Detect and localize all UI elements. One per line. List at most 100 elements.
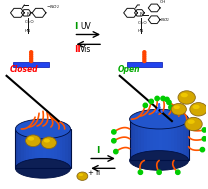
Text: UV: UV	[80, 22, 91, 31]
Circle shape	[30, 53, 33, 56]
Ellipse shape	[178, 91, 195, 104]
Polygon shape	[171, 119, 174, 160]
Polygon shape	[174, 119, 177, 160]
Text: I: I	[74, 22, 78, 31]
Ellipse shape	[130, 109, 189, 129]
Polygon shape	[51, 129, 54, 168]
Polygon shape	[54, 129, 57, 168]
Ellipse shape	[181, 93, 188, 97]
Circle shape	[112, 130, 116, 134]
Polygon shape	[43, 129, 46, 168]
Polygon shape	[18, 129, 21, 168]
Text: Vis: Vis	[80, 45, 92, 54]
Polygon shape	[68, 129, 71, 168]
Polygon shape	[153, 119, 156, 160]
Text: N: N	[140, 12, 143, 17]
Ellipse shape	[171, 103, 186, 115]
Circle shape	[155, 96, 159, 101]
Polygon shape	[127, 62, 162, 67]
Polygon shape	[162, 119, 165, 160]
Polygon shape	[15, 129, 18, 168]
Ellipse shape	[130, 151, 189, 170]
Circle shape	[161, 96, 165, 101]
Circle shape	[176, 170, 180, 174]
Ellipse shape	[188, 119, 195, 124]
Polygon shape	[29, 129, 32, 168]
Polygon shape	[168, 119, 171, 160]
Polygon shape	[147, 119, 150, 160]
Ellipse shape	[193, 105, 200, 109]
Ellipse shape	[15, 119, 71, 139]
Circle shape	[143, 60, 146, 63]
Polygon shape	[159, 119, 162, 160]
Polygon shape	[150, 119, 153, 160]
Polygon shape	[132, 119, 135, 160]
Circle shape	[143, 53, 146, 56]
Polygon shape	[24, 129, 26, 168]
Circle shape	[30, 57, 33, 60]
Text: Open: Open	[118, 65, 140, 74]
Polygon shape	[156, 119, 159, 160]
Circle shape	[138, 170, 142, 174]
Circle shape	[157, 170, 161, 174]
Polygon shape	[57, 129, 59, 168]
Ellipse shape	[185, 117, 202, 131]
Polygon shape	[37, 129, 40, 168]
Text: OH: OH	[160, 0, 166, 4]
Circle shape	[202, 137, 207, 141]
Text: I: I	[96, 146, 99, 155]
Polygon shape	[144, 119, 147, 160]
Circle shape	[30, 60, 33, 63]
Circle shape	[202, 128, 207, 132]
Text: N: N	[26, 12, 30, 17]
Polygon shape	[177, 119, 180, 160]
Polygon shape	[65, 129, 68, 168]
Text: C=O: C=O	[24, 20, 34, 24]
Text: $-NO_2$: $-NO_2$	[46, 3, 60, 11]
Polygon shape	[62, 129, 65, 168]
Text: HN: HN	[24, 29, 30, 33]
Circle shape	[165, 97, 169, 102]
Circle shape	[200, 147, 205, 152]
Text: Closed: Closed	[10, 65, 38, 74]
Text: HN: HN	[137, 29, 144, 33]
Polygon shape	[180, 119, 183, 160]
Polygon shape	[130, 119, 132, 160]
Ellipse shape	[41, 137, 56, 149]
Polygon shape	[59, 129, 62, 168]
Circle shape	[114, 149, 118, 154]
Ellipse shape	[44, 139, 50, 143]
Ellipse shape	[174, 105, 180, 109]
Text: C=O: C=O	[137, 21, 147, 25]
Circle shape	[30, 55, 33, 58]
Ellipse shape	[15, 159, 71, 178]
Polygon shape	[139, 119, 141, 160]
Ellipse shape	[28, 137, 34, 141]
Polygon shape	[135, 119, 139, 160]
Polygon shape	[26, 129, 29, 168]
Polygon shape	[141, 119, 144, 160]
Ellipse shape	[77, 172, 88, 180]
Circle shape	[143, 51, 146, 54]
Circle shape	[149, 99, 154, 104]
Circle shape	[143, 57, 146, 60]
Circle shape	[112, 139, 116, 143]
Polygon shape	[165, 119, 168, 160]
Polygon shape	[14, 62, 49, 67]
Circle shape	[143, 103, 147, 108]
Text: + II: + II	[88, 170, 100, 176]
Circle shape	[167, 100, 171, 105]
Polygon shape	[35, 129, 37, 168]
Polygon shape	[40, 129, 43, 168]
Polygon shape	[48, 129, 51, 168]
Text: II: II	[74, 45, 81, 54]
Polygon shape	[183, 119, 186, 160]
Polygon shape	[46, 129, 48, 168]
Ellipse shape	[26, 135, 41, 147]
Polygon shape	[186, 119, 189, 160]
Text: $NO_2$: $NO_2$	[160, 17, 170, 24]
Circle shape	[30, 51, 33, 54]
Circle shape	[169, 105, 173, 109]
Ellipse shape	[190, 103, 207, 116]
Circle shape	[143, 55, 146, 58]
